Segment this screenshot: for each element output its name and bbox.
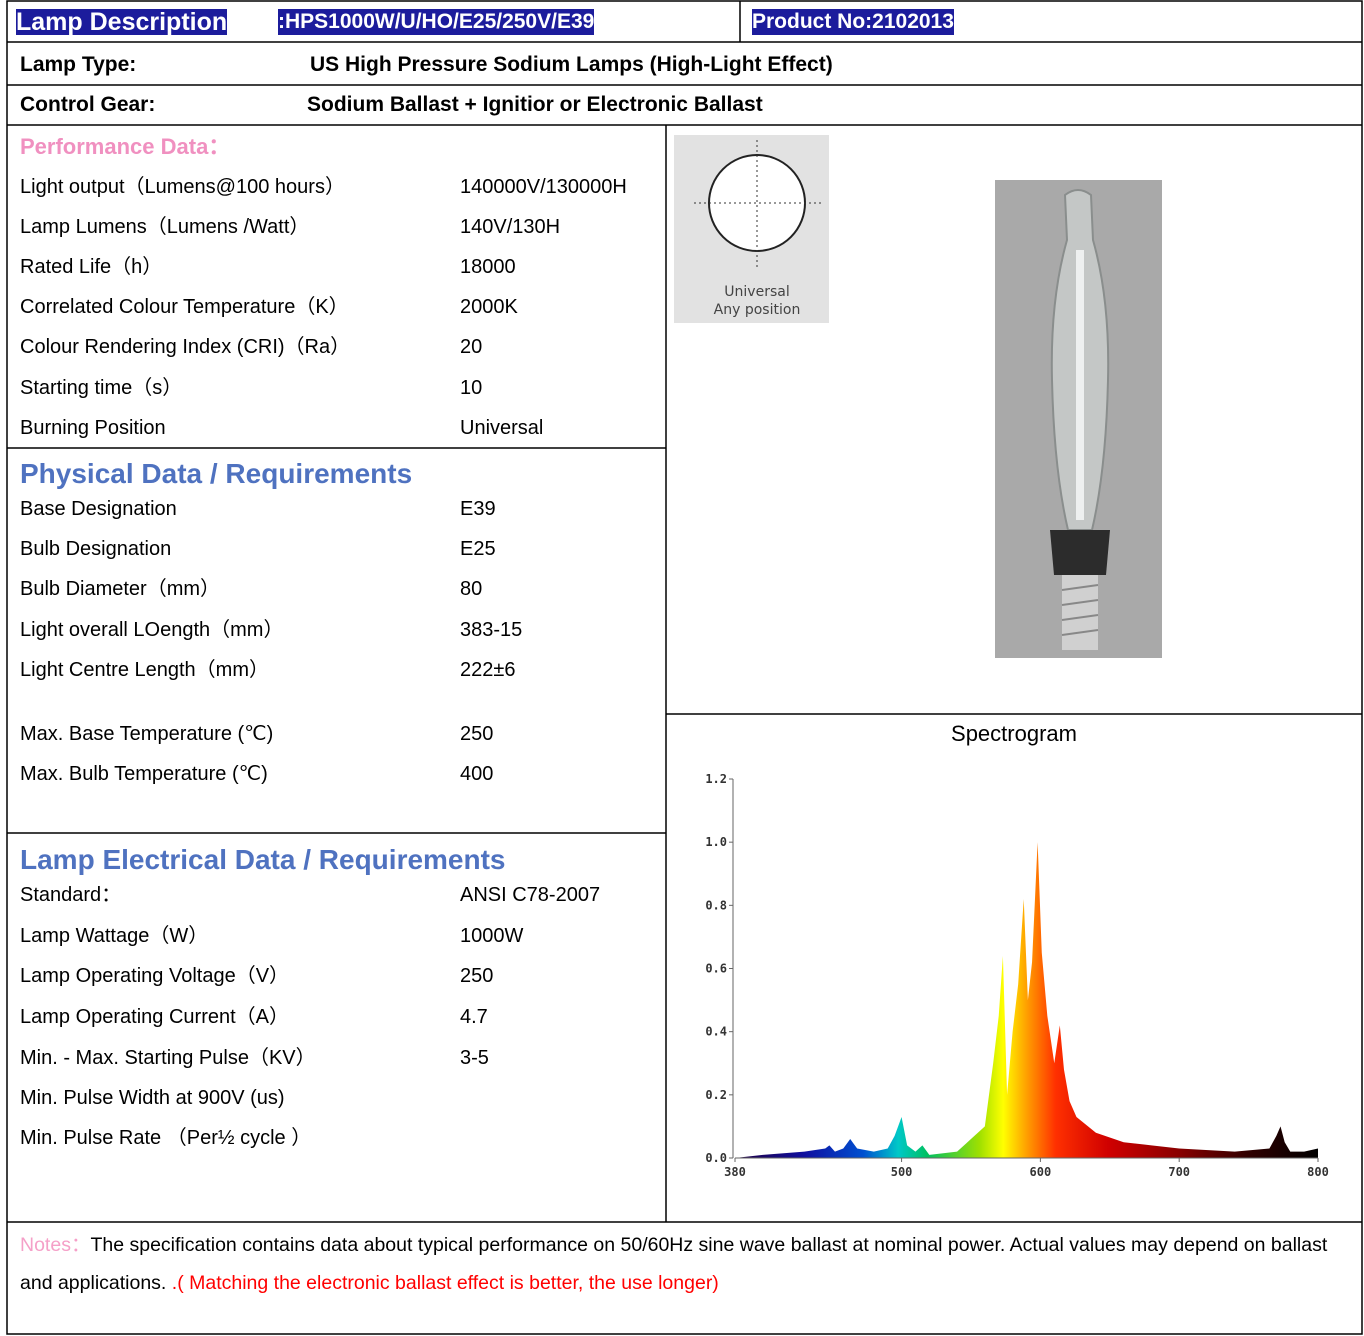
position-icon-label: Universal — [724, 284, 789, 300]
lamp-type-label: Lamp Type: — [20, 52, 136, 78]
section-title: Lamp Electrical Data / Requirements — [20, 843, 506, 877]
row-value: 400 — [460, 761, 493, 787]
row-value: 2000K — [460, 294, 518, 320]
section-title: Physical Data / Requirements — [20, 457, 412, 491]
row-value: 4.7 — [460, 1004, 488, 1030]
spec-sheet: Universal Any position Spectrogram 0.0 0.2 0.… — [0, 0, 1364, 1336]
row-value: 222±6 — [460, 657, 515, 683]
row-label: Lamp Lumens（Lumens /Watt） — [20, 214, 309, 240]
row-label: Lamp Wattage（W） — [20, 923, 208, 949]
notes-label: Notes： — [20, 1234, 90, 1256]
row-label: Colour Rendering Index (CRI)（Ra） — [20, 334, 350, 360]
row-label: Light output（Lumens@100 hours） — [20, 174, 345, 200]
row-value: ANSI C78-2007 — [460, 882, 600, 908]
row-label: Bulb Diameter（mm） — [20, 576, 220, 602]
row-label: Min. Pulse Width at 900V (us) — [20, 1085, 285, 1111]
row-value: 140000V/130000H — [460, 174, 627, 200]
row-value: 20 — [460, 334, 482, 360]
y-tick-label: 0.8 — [705, 898, 727, 912]
row-label: Light overall LOength（mm） — [20, 617, 283, 643]
y-tick-label: 0.4 — [705, 1025, 727, 1039]
notes: Notes：The specification contains data ab… — [20, 1226, 1356, 1302]
chart-title: Spectrogram — [951, 721, 1077, 746]
row-value: E25 — [460, 536, 496, 562]
row-label: Light Centre Length（mm） — [20, 657, 269, 683]
row-label: Lamp Operating Current（A） — [20, 1004, 289, 1030]
x-tick-label: 700 — [1168, 1165, 1190, 1179]
row-value: 140V/130H — [460, 214, 560, 240]
control-gear-value: Sodium Ballast + Ignitior or Electronic … — [307, 92, 763, 118]
y-tick-label: 1.0 — [705, 835, 727, 849]
row-label: Min. Pulse Rate （Per½ cycle ） — [20, 1125, 311, 1151]
y-tick-label: 1.2 — [705, 772, 727, 786]
row-value: E39 — [460, 496, 496, 522]
row-label: Min. - Max. Starting Pulse（KV） — [20, 1045, 316, 1071]
product-no: Product No:2102013 — [752, 9, 954, 35]
row-value: 3-5 — [460, 1045, 489, 1071]
row-value: Universal — [460, 415, 543, 441]
row-label: Correlated Colour Temperature（K） — [20, 294, 349, 320]
row-value: 10 — [460, 375, 482, 401]
row-value: 250 — [460, 721, 493, 747]
row-label: Bulb Designation — [20, 536, 171, 562]
lamp-description-value: :HPS1000W/U/HO/E25/250V/E39 — [278, 9, 594, 35]
row-label: Starting time（s） — [20, 375, 182, 401]
row-label: Rated Life（h） — [20, 254, 162, 280]
row-value: 383-15 — [460, 617, 522, 643]
section-title: Performance Data： — [20, 134, 230, 160]
y-tick-label: 0.0 — [705, 1151, 727, 1165]
x-tick-label: 800 — [1307, 1165, 1329, 1179]
row-label: Burning Position — [20, 415, 166, 441]
control-gear-label: Control Gear: — [20, 92, 155, 118]
lamp-photo — [995, 180, 1162, 658]
y-tick-label: 0.6 — [705, 962, 727, 976]
y-tick-label: 0.2 — [705, 1088, 727, 1102]
row-label: Lamp Operating Voltage（V） — [20, 963, 289, 989]
row-value: 80 — [460, 576, 482, 602]
lamp-description-label: Lamp Description — [16, 9, 227, 35]
row-label: Max. Base Temperature (℃) — [20, 721, 273, 747]
x-tick-label: 380 — [724, 1165, 746, 1179]
spectrum-area — [735, 842, 1318, 1158]
x-tick-label: 600 — [1030, 1165, 1052, 1179]
row-label: Standard： — [20, 882, 121, 908]
row-value: 18000 — [460, 254, 516, 280]
row-value: 1000W — [460, 923, 523, 949]
row-value: 250 — [460, 963, 493, 989]
lamp-type-value: US High Pressure Sodium Lamps (High-Ligh… — [310, 52, 833, 78]
position-icon-label: Any position — [714, 302, 801, 318]
x-tick-label: 500 — [891, 1165, 913, 1179]
row-label: Max. Bulb Temperature (℃) — [20, 761, 268, 787]
row-label: Base Designation — [20, 496, 177, 522]
notes-highlight: .( Matching the electronic ballast effec… — [172, 1272, 719, 1294]
